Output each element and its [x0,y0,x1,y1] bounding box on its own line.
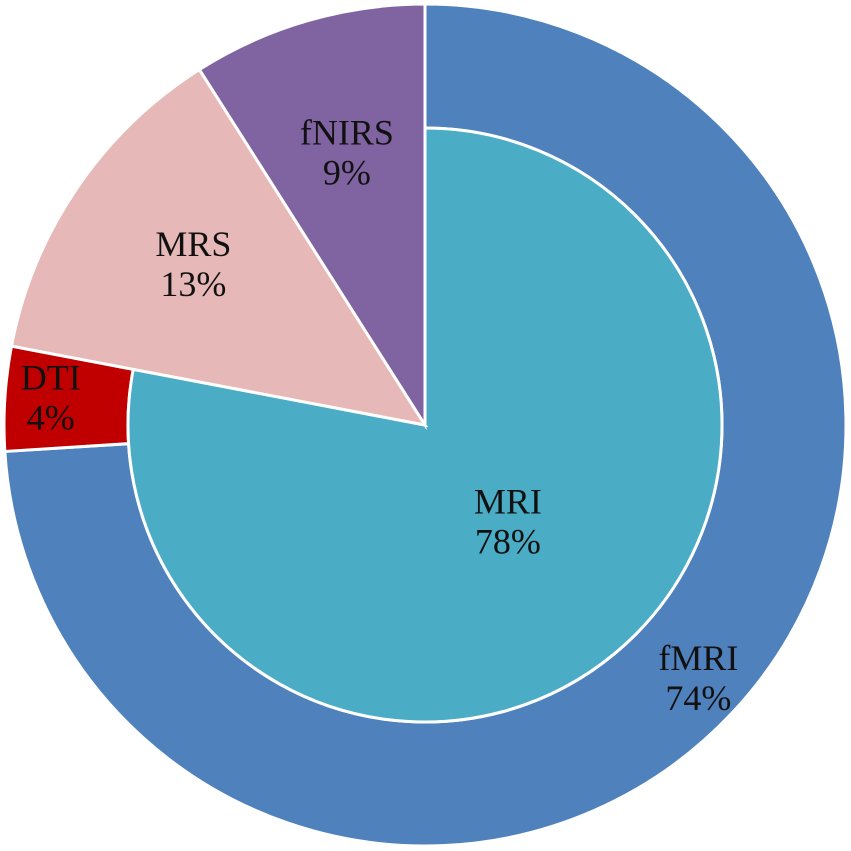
slice-value-label: 78% [475,521,541,561]
shared-slice [197,2,427,431]
slice-value-label: 74% [665,678,731,718]
inner-slice [126,126,724,724]
shared-slice [9,67,429,428]
slice-label: MRI [474,481,542,521]
slice-label: fNIRS [300,112,394,152]
slice-value-label: 4% [27,398,75,438]
slice-label: fMRI [658,638,738,678]
slice-value-label: 9% [323,152,371,192]
slice-value-label: 13% [160,264,226,304]
slice-label: DTI [21,358,81,398]
slice-label: MRS [155,224,231,264]
